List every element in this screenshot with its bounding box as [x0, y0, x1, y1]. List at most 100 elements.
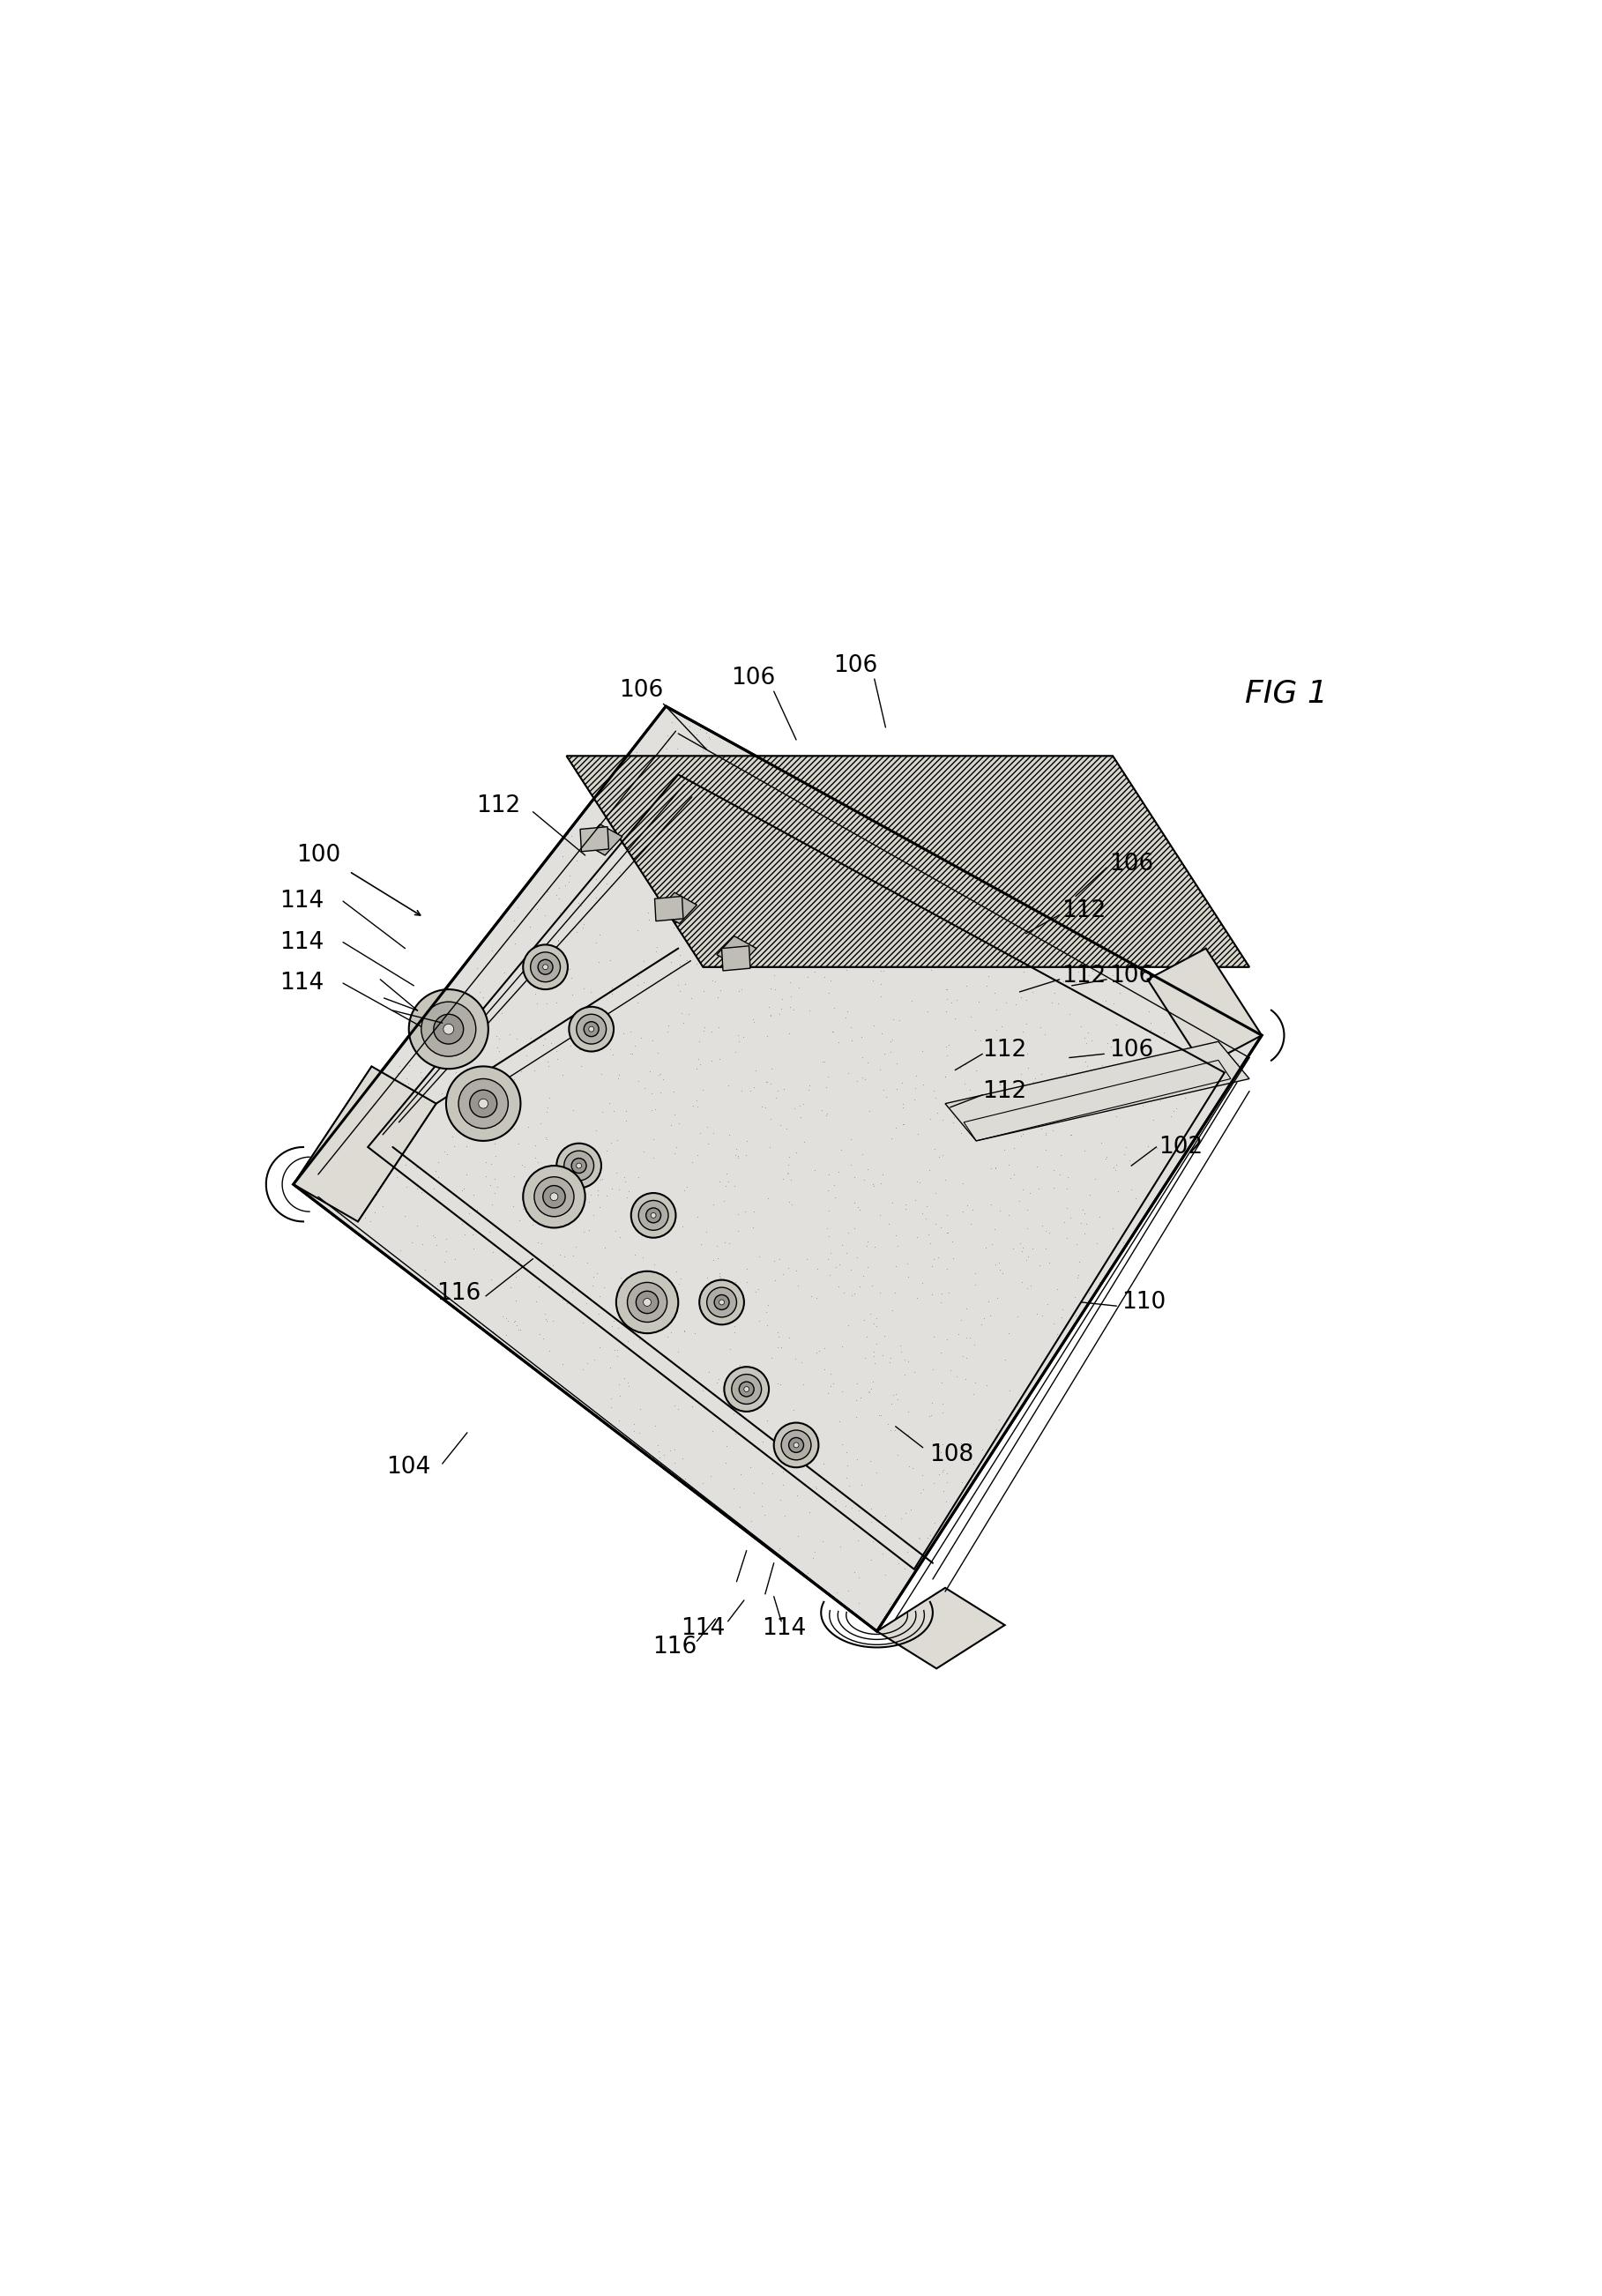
Point [844, 928, 870, 964]
Point [668, 829, 694, 866]
Point [907, 1520, 932, 1557]
Point [1137, 1035, 1163, 1072]
Point [721, 1270, 747, 1306]
Point [599, 1306, 625, 1343]
Point [1094, 1024, 1120, 1061]
Point [1107, 1088, 1133, 1125]
Point [1056, 1157, 1081, 1194]
Point [867, 1052, 892, 1088]
Point [982, 1210, 1008, 1247]
Point [590, 1093, 615, 1130]
Point [1054, 1189, 1080, 1226]
Point [743, 1052, 769, 1088]
Point [779, 978, 804, 1015]
Point [501, 1157, 527, 1194]
Point [836, 1467, 862, 1504]
Point [1062, 1297, 1088, 1334]
Polygon shape [590, 792, 1158, 827]
Point [1033, 946, 1059, 983]
Point [1073, 1047, 1099, 1084]
Point [617, 1035, 642, 1072]
Point [944, 983, 969, 1019]
Point [1049, 1300, 1075, 1336]
Point [900, 932, 926, 969]
Point [729, 1380, 755, 1417]
Point [484, 1139, 509, 1176]
Point [944, 946, 969, 983]
Point [833, 1460, 859, 1497]
Polygon shape [1147, 948, 1262, 1065]
Point [870, 1336, 896, 1373]
Point [846, 1559, 871, 1596]
Point [734, 1263, 759, 1300]
Point [1088, 1125, 1113, 1162]
Point [902, 1355, 928, 1391]
Point [1073, 1084, 1099, 1120]
Text: 108: 108 [929, 1444, 974, 1467]
Point [647, 771, 673, 808]
Point [863, 1453, 889, 1490]
Point [490, 1297, 516, 1334]
Point [766, 1318, 791, 1355]
Point [506, 1201, 532, 1238]
Point [900, 1449, 926, 1486]
Point [950, 1339, 976, 1375]
Point [686, 801, 711, 838]
Point [716, 1224, 742, 1261]
Point [557, 951, 583, 987]
Point [905, 1520, 931, 1557]
Point [479, 1146, 505, 1182]
Point [920, 1384, 945, 1421]
Point [907, 1164, 932, 1201]
Point [934, 992, 960, 1029]
Point [926, 1240, 952, 1277]
Point [984, 1013, 1009, 1049]
Point [1014, 1192, 1040, 1228]
Point [644, 930, 670, 967]
Point [713, 1362, 739, 1398]
Circle shape [538, 960, 553, 974]
Point [993, 948, 1019, 985]
Point [809, 1522, 835, 1559]
Point [1067, 1242, 1093, 1279]
Point [835, 1215, 860, 1251]
Point [447, 1019, 473, 1056]
Point [1000, 879, 1025, 916]
Point [705, 1364, 731, 1401]
Point [376, 1141, 402, 1178]
Point [585, 1159, 610, 1196]
Point [386, 1084, 412, 1120]
Point [590, 788, 615, 824]
Point [575, 1345, 601, 1382]
Point [726, 1414, 751, 1451]
Point [998, 1159, 1024, 1196]
Point [879, 1185, 905, 1221]
Point [953, 1339, 979, 1375]
Point [857, 946, 883, 983]
Point [921, 1465, 947, 1502]
Point [687, 1281, 713, 1318]
Point [992, 1132, 1017, 1169]
Point [839, 1277, 865, 1313]
Point [556, 863, 582, 900]
Point [485, 1022, 511, 1058]
Point [1051, 1203, 1077, 1240]
Point [1059, 1116, 1085, 1153]
Point [936, 1026, 961, 1063]
Point [631, 944, 657, 980]
Point [817, 1368, 843, 1405]
Point [1041, 974, 1067, 1010]
Point [809, 923, 835, 960]
Point [838, 1146, 863, 1182]
Point [471, 978, 497, 1015]
Point [1046, 1155, 1072, 1192]
Point [904, 1279, 929, 1316]
Point [522, 1139, 548, 1176]
Point [687, 921, 713, 957]
Point [556, 1192, 582, 1228]
Point [614, 1290, 639, 1327]
Point [1101, 1210, 1126, 1247]
Point [1036, 1244, 1062, 1281]
Point [815, 1242, 841, 1279]
Point [976, 1283, 1001, 1320]
